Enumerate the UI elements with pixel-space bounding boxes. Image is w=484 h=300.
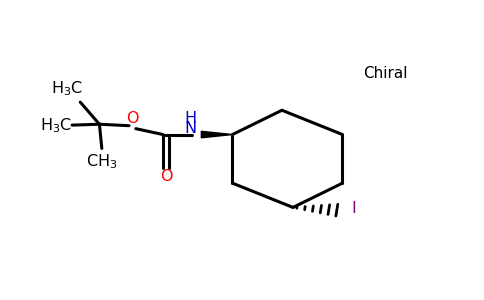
Text: H: H <box>184 111 197 126</box>
Text: O: O <box>126 111 138 126</box>
Text: Chiral: Chiral <box>363 66 408 81</box>
Text: H$_3$C: H$_3$C <box>40 116 72 135</box>
Polygon shape <box>201 131 232 138</box>
Text: CH$_3$: CH$_3$ <box>86 153 118 171</box>
Text: H$_3$C: H$_3$C <box>51 80 83 98</box>
Text: I: I <box>352 201 357 216</box>
Text: N: N <box>184 121 197 136</box>
Text: O: O <box>160 169 172 184</box>
